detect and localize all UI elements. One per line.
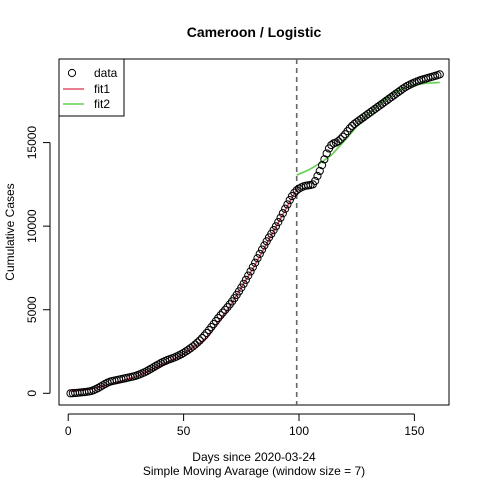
- data-point: [197, 334, 207, 343]
- fit2-line: [296, 81, 440, 176]
- data-point: [281, 204, 290, 213]
- legend: data fit1 fit2: [58, 58, 125, 117]
- data-point: [221, 305, 230, 314]
- data-point: [214, 313, 223, 323]
- data-point: [216, 311, 225, 320]
- data-point: [285, 195, 294, 205]
- data-point: [177, 350, 186, 359]
- legend-fit1-label: fit1: [94, 82, 110, 96]
- data-point: [315, 166, 324, 176]
- data-point: [200, 331, 209, 340]
- data-point: [218, 308, 227, 317]
- data-point: [191, 340, 200, 349]
- data-point: [327, 140, 336, 150]
- data-point: [253, 254, 262, 263]
- data-point: [435, 70, 444, 79]
- data-point: [336, 135, 345, 144]
- data-point: [283, 200, 292, 209]
- data-point: [98, 381, 107, 390]
- x-tick-label: 50: [177, 424, 191, 438]
- chart-title: Cameroon / Logistic: [187, 24, 322, 40]
- data-points: [66, 70, 444, 398]
- data-point: [246, 267, 255, 276]
- data-point: [317, 161, 327, 170]
- data-point: [193, 338, 202, 347]
- legend-box: [58, 58, 125, 117]
- x-axis: 0 50 100 150: [65, 413, 425, 438]
- data-point: [290, 188, 299, 197]
- x-tick-label: 150: [404, 424, 424, 438]
- data-point: [334, 137, 343, 146]
- data-point: [278, 209, 287, 218]
- data-point: [345, 124, 354, 133]
- data-point: [154, 360, 163, 369]
- data-point: [94, 383, 103, 393]
- data-point: [320, 155, 329, 164]
- data-point: [398, 84, 407, 93]
- data-point: [322, 149, 331, 158]
- data-point: [239, 279, 248, 288]
- x-tick-label: 0: [65, 424, 72, 438]
- data-point: [311, 176, 320, 186]
- data-point: [292, 186, 301, 195]
- data-point: [257, 245, 267, 254]
- data-point: [151, 361, 161, 370]
- data-point: [241, 275, 251, 284]
- data-point: [251, 258, 260, 267]
- data-point: [96, 382, 105, 391]
- data-point: [274, 218, 283, 227]
- chart-subtitle: Simple Moving Avarage (window size = 7): [143, 464, 365, 478]
- data-point: [271, 222, 281, 231]
- data-point: [338, 132, 347, 141]
- data-point: [343, 127, 352, 136]
- x-tick-label: 100: [289, 424, 309, 438]
- y-axis-label: Cumulative Cases: [3, 183, 17, 280]
- data-point: [401, 83, 410, 92]
- data-point: [276, 213, 285, 222]
- data-point: [255, 249, 264, 258]
- data-point: [313, 171, 322, 181]
- data-point: [260, 241, 269, 250]
- y-tick-label: 10000: [25, 209, 39, 243]
- y-tick-label: 5000: [25, 296, 39, 323]
- y-axis: 0 5000 10000 15000: [25, 126, 51, 397]
- data-point: [244, 271, 253, 280]
- data-point: [142, 367, 151, 376]
- data-point: [248, 263, 257, 272]
- x-axis-label: Days since 2020-03-24: [192, 450, 316, 464]
- plot-frame: [58, 58, 450, 406]
- y-tick-label: 0: [25, 390, 39, 397]
- data-point: [195, 336, 204, 345]
- y-tick-label: 15000: [25, 126, 39, 160]
- legend-data-symbol: [67, 68, 77, 78]
- fit1-line: [70, 188, 298, 393]
- data-point: [223, 303, 232, 312]
- data-point: [147, 364, 156, 373]
- legend-fit2-label: fit2: [94, 97, 110, 111]
- data-point: [144, 365, 154, 374]
- legend-data-label: data: [94, 66, 118, 80]
- data-point: [149, 363, 158, 372]
- data-point: [202, 328, 211, 338]
